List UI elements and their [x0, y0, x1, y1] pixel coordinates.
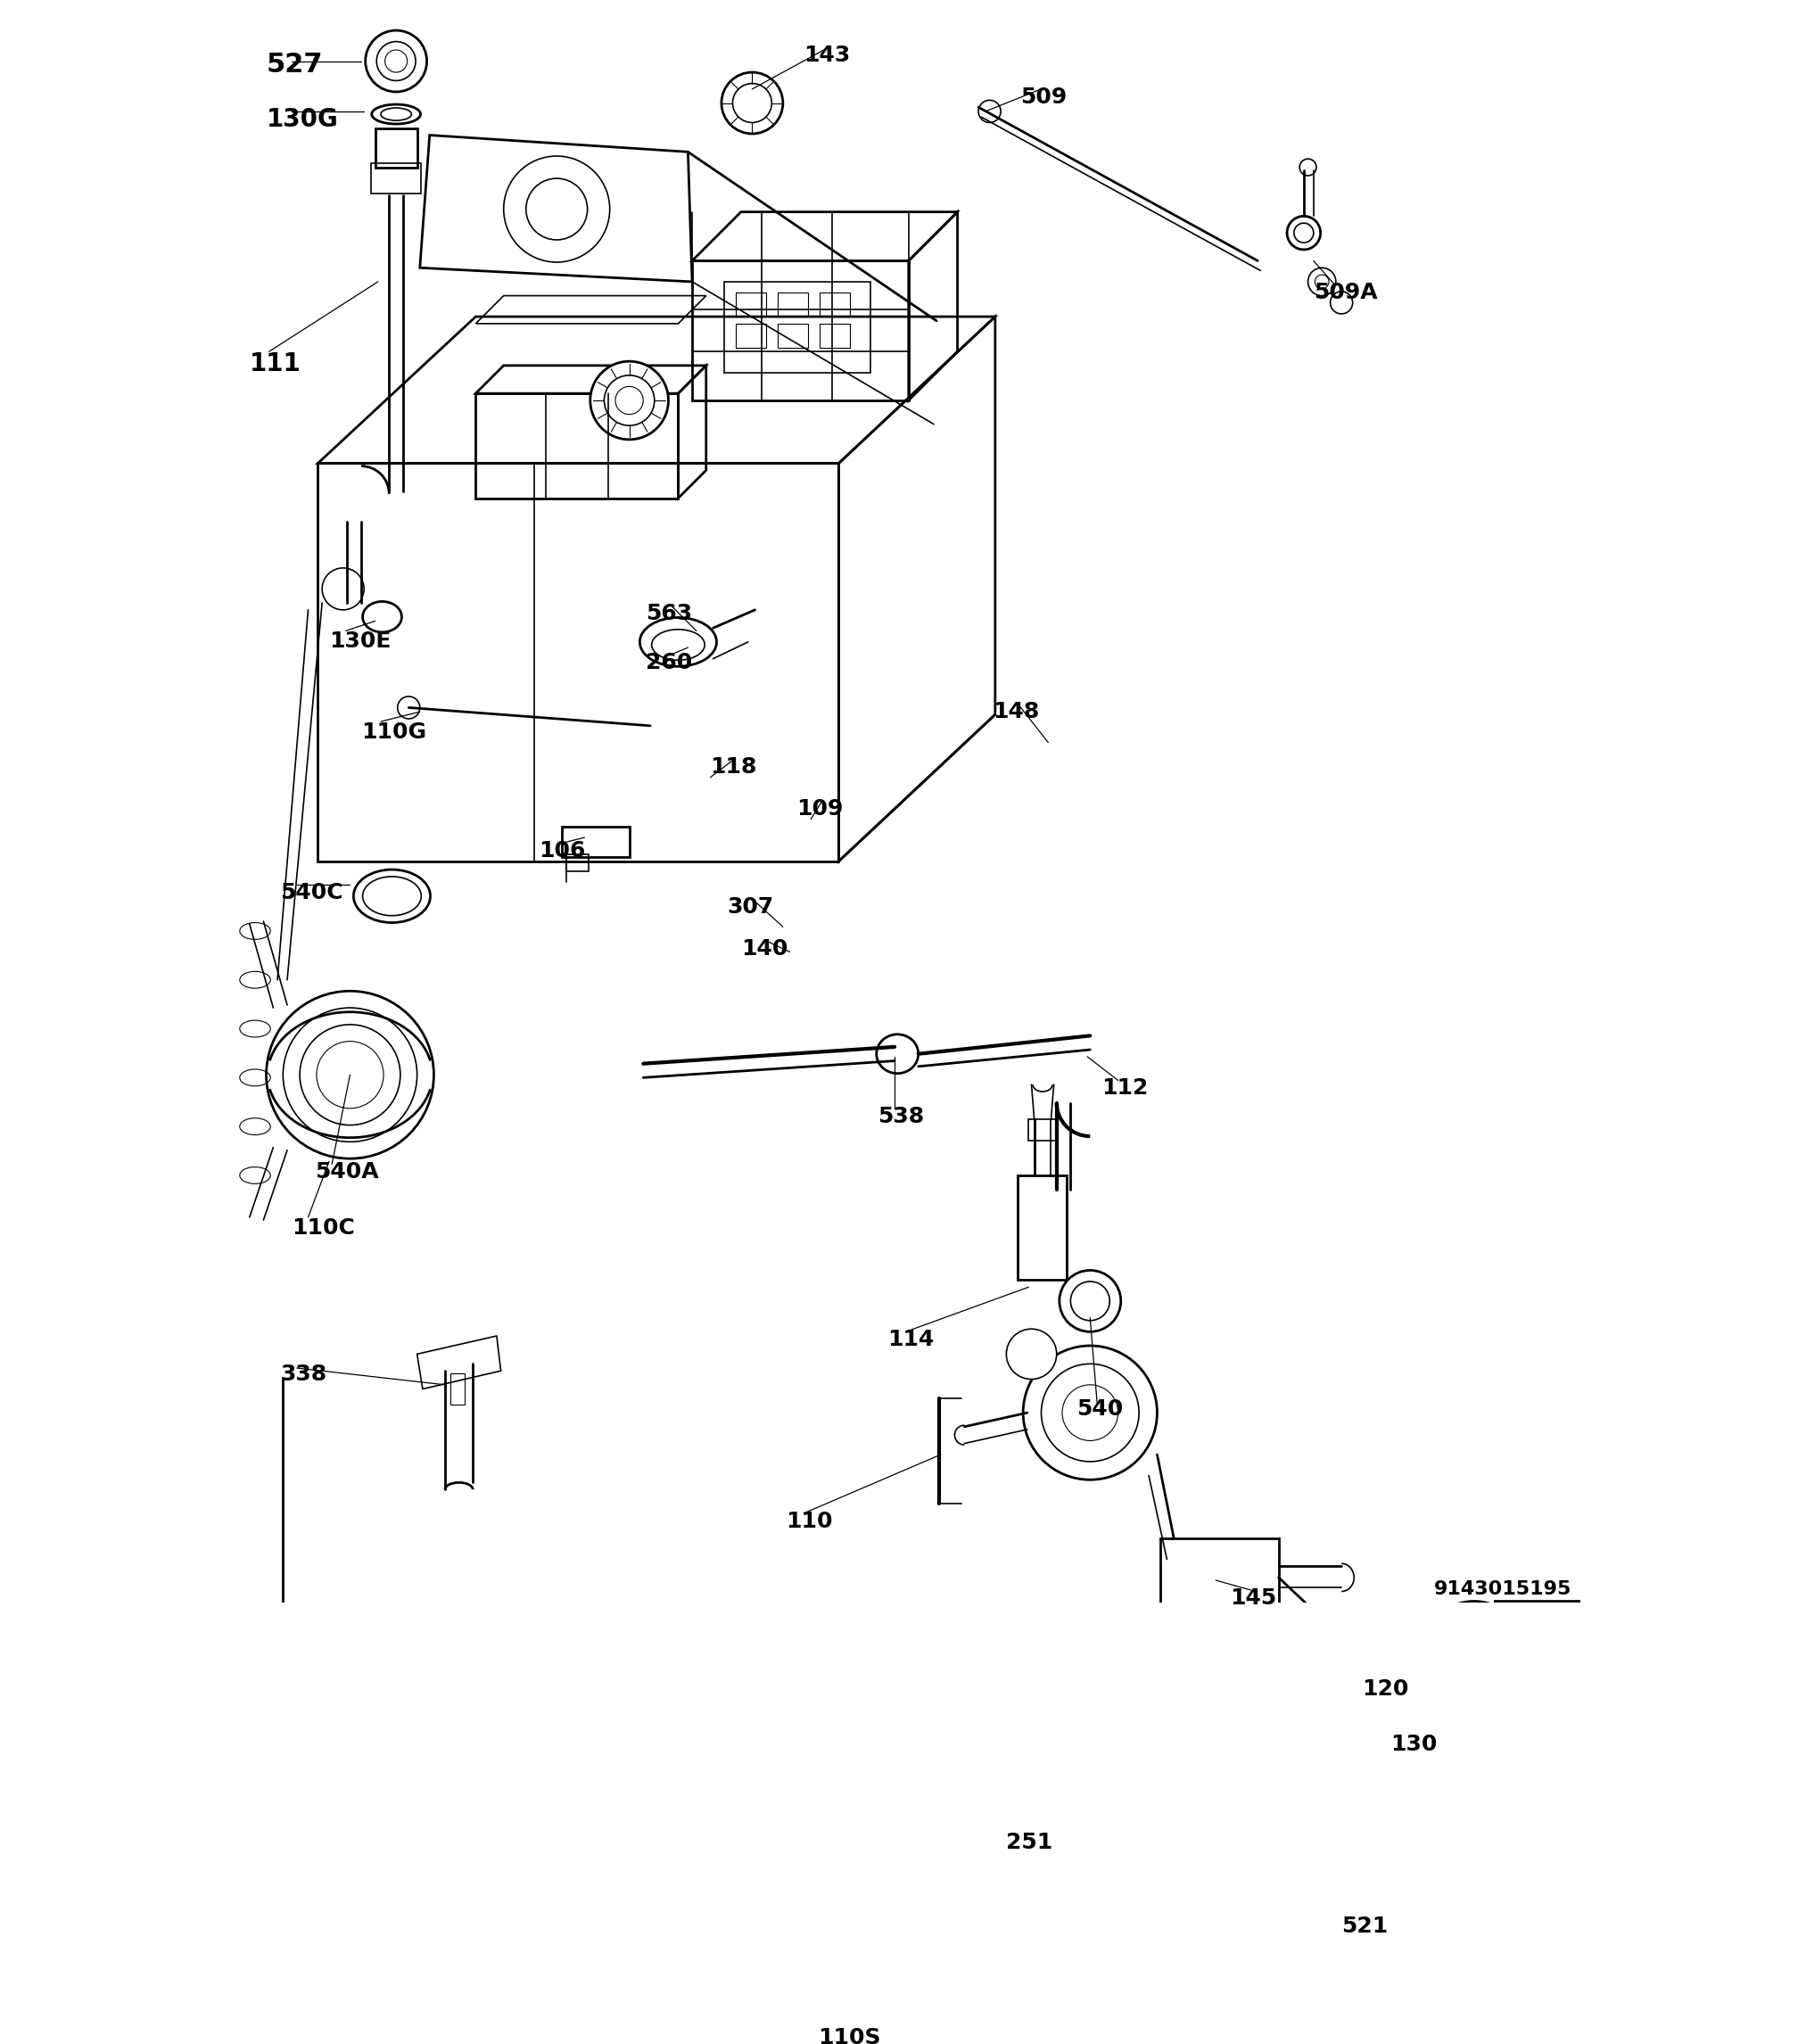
Bar: [450, 1374, 464, 1404]
Bar: [777, 323, 807, 347]
Text: 540A: 540A: [314, 1161, 379, 1183]
Text: 307: 307: [728, 895, 773, 918]
Text: 106: 106: [538, 840, 585, 863]
Circle shape: [721, 72, 784, 133]
Text: 509: 509: [1020, 86, 1067, 108]
Text: 120: 120: [1362, 1678, 1409, 1699]
Circle shape: [1118, 1797, 1132, 1811]
Circle shape: [1315, 274, 1329, 288]
Circle shape: [321, 568, 365, 609]
Circle shape: [300, 1024, 401, 1124]
Bar: [1356, 1615, 1459, 1692]
Bar: [376, 129, 417, 168]
Text: 130E: 130E: [329, 632, 390, 652]
Text: 148: 148: [991, 701, 1038, 722]
Circle shape: [1331, 292, 1353, 315]
Circle shape: [979, 100, 1001, 123]
Circle shape: [284, 1008, 417, 1143]
Bar: [777, 292, 807, 317]
Bar: [1029, 1120, 1057, 1141]
Text: 130: 130: [1391, 1733, 1438, 1756]
Circle shape: [365, 31, 426, 92]
Circle shape: [1006, 1329, 1057, 1380]
Bar: [370, 164, 421, 194]
Circle shape: [1062, 1384, 1118, 1441]
Text: 140: 140: [740, 938, 787, 959]
Text: 521: 521: [1342, 1915, 1389, 1938]
Circle shape: [1438, 1619, 1510, 1690]
Bar: [820, 292, 851, 317]
Bar: [562, 826, 628, 856]
Text: 110: 110: [786, 1511, 833, 1531]
Text: 540: 540: [1076, 1398, 1123, 1421]
Circle shape: [526, 178, 587, 239]
Text: 509A: 509A: [1313, 282, 1378, 303]
Circle shape: [591, 362, 668, 439]
Circle shape: [316, 1040, 383, 1108]
Text: 118: 118: [710, 756, 757, 779]
Circle shape: [504, 155, 610, 262]
Circle shape: [265, 991, 433, 1159]
Bar: [735, 323, 766, 347]
Text: 143: 143: [804, 45, 851, 65]
Circle shape: [1060, 1269, 1122, 1333]
Text: 9143015195: 9143015195: [1434, 1580, 1571, 1598]
Text: 112: 112: [1102, 1077, 1149, 1100]
Circle shape: [733, 84, 771, 123]
Circle shape: [1022, 1345, 1158, 1480]
Text: 109: 109: [796, 799, 843, 820]
Bar: [567, 854, 589, 871]
Bar: [735, 292, 766, 317]
Circle shape: [1111, 1791, 1140, 1817]
Circle shape: [397, 697, 419, 719]
Text: 114: 114: [887, 1329, 934, 1351]
Text: 111: 111: [249, 352, 302, 376]
Text: 338: 338: [280, 1363, 327, 1386]
Circle shape: [1071, 1282, 1109, 1320]
Text: 145: 145: [1230, 1588, 1277, 1609]
Text: 130G: 130G: [265, 106, 338, 133]
Text: 251: 251: [1006, 1831, 1053, 1854]
Circle shape: [1288, 217, 1320, 249]
Circle shape: [1308, 268, 1336, 296]
Text: 563: 563: [647, 603, 692, 623]
Text: 110S: 110S: [818, 2028, 881, 2044]
Circle shape: [385, 49, 408, 72]
Circle shape: [1100, 1778, 1150, 1829]
Circle shape: [1293, 223, 1313, 243]
Bar: [1159, 1539, 1279, 1629]
Circle shape: [1300, 159, 1317, 176]
Text: 538: 538: [878, 1106, 925, 1126]
Circle shape: [1042, 1363, 1140, 1461]
Bar: [1495, 1600, 1578, 1703]
Circle shape: [377, 41, 415, 80]
Text: 110G: 110G: [361, 722, 426, 742]
Circle shape: [605, 376, 654, 425]
Text: 110C: 110C: [291, 1218, 354, 1239]
Text: 540C: 540C: [280, 883, 343, 903]
Bar: [1017, 1175, 1066, 1280]
Text: 527: 527: [265, 51, 323, 78]
Bar: [820, 323, 851, 347]
Circle shape: [616, 386, 643, 415]
Text: 260: 260: [647, 652, 694, 672]
Circle shape: [1421, 1600, 1528, 1707]
